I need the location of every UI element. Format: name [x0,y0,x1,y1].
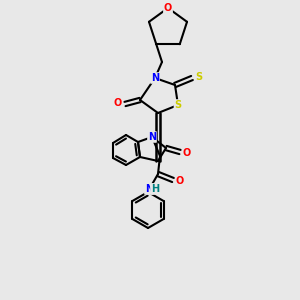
Text: O: O [164,3,172,13]
Text: O: O [183,148,191,158]
Text: S: S [195,72,203,82]
Text: H: H [151,184,159,194]
Text: S: S [174,100,182,110]
Text: O: O [176,176,184,186]
Text: N: N [145,184,153,194]
Text: N: N [151,73,159,83]
Text: N: N [148,132,156,142]
Text: O: O [114,98,122,108]
